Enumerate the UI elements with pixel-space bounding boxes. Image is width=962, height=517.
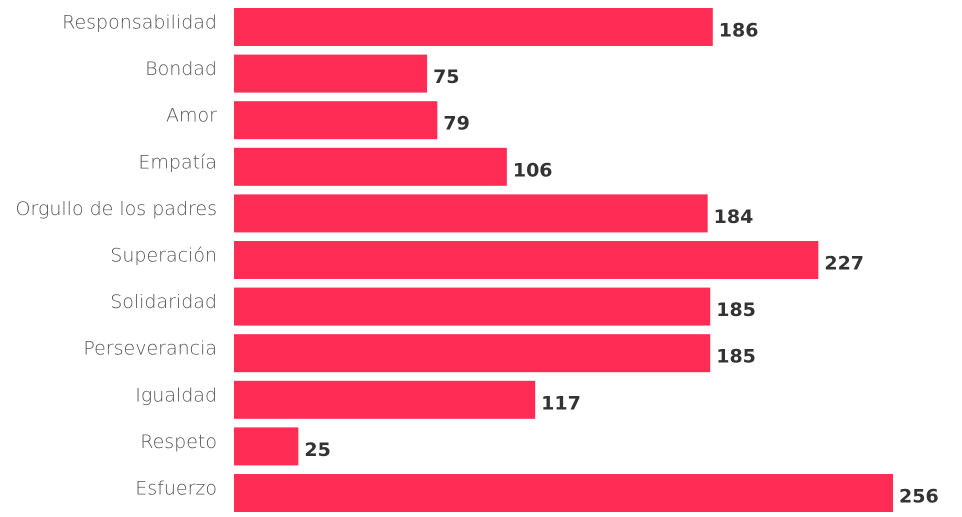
value-label: 185 — [716, 346, 756, 368]
value-label: 25 — [304, 439, 330, 461]
category-label: Bondad — [145, 58, 217, 80]
value-label: 106 — [513, 159, 553, 181]
bar — [234, 8, 713, 46]
bar — [234, 54, 428, 93]
category-label: Respeto — [140, 431, 217, 453]
category-label: Esfuerzo — [135, 478, 217, 500]
category-label: Igualdad — [135, 384, 217, 406]
bar — [234, 287, 711, 326]
bar — [234, 147, 507, 186]
bar — [234, 101, 438, 140]
category-label: Responsabilidad — [62, 12, 217, 34]
bar — [234, 194, 708, 233]
category-label: Empatía — [138, 151, 217, 173]
value-label: 256 — [899, 486, 939, 508]
category-label: Amor — [166, 105, 217, 127]
category-label: Orgullo de los padres — [16, 198, 217, 220]
category-label: Solidaridad — [110, 291, 217, 313]
category-label: Superación — [110, 245, 217, 267]
category-label: Perseverancia — [83, 338, 217, 360]
bar — [234, 427, 299, 466]
value-label: 75 — [433, 66, 459, 88]
value-label: 184 — [714, 206, 754, 228]
bar — [234, 380, 536, 419]
bar — [234, 334, 711, 373]
bar — [234, 474, 893, 512]
value-label: 185 — [716, 299, 756, 321]
value-label: 227 — [824, 253, 864, 275]
value-label: 117 — [541, 392, 581, 414]
bar — [234, 241, 819, 279]
value-label: 186 — [719, 20, 759, 42]
value-label: 79 — [443, 113, 469, 135]
